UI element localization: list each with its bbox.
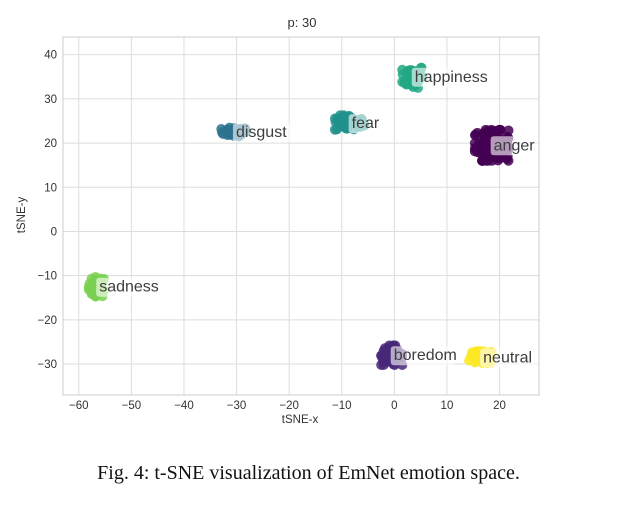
cluster-label-bg: [411, 67, 494, 87]
data-point: [470, 129, 481, 140]
x-tick-labels: −60 −50 −40 −30 −20 −10 0 10 20: [69, 400, 506, 412]
y-tick-labels: −30 −20 −10 0 10 20 30 40: [37, 50, 57, 371]
cluster-labels: sadness disgust fear happiness anger boredom n…: [96, 67, 545, 368]
cluster-label-bg: [232, 123, 298, 143]
data-point: [471, 142, 482, 153]
cluster-label-bg: [490, 136, 538, 156]
cluster-label-fear: fear: [352, 115, 380, 132]
data-point: [495, 124, 506, 135]
cluster-label-neutral: neutral: [483, 349, 532, 366]
cluster-label-bg: [96, 277, 161, 297]
cluster-label-bg: [348, 114, 388, 134]
cluster-label-sadness: sadness: [99, 279, 159, 296]
plot-points: [83, 62, 514, 370]
cluster-label-happiness: happiness: [415, 69, 488, 86]
cluster-label-bg: [480, 348, 545, 368]
gridlines: [63, 37, 539, 395]
data-point: [333, 117, 344, 128]
y-tick-label: −30: [37, 359, 57, 371]
x-tick-label: −30: [227, 400, 247, 412]
tsne-figure: sadness disgust fear happiness anger boredom n…: [16, 15, 545, 426]
data-point: [477, 155, 488, 166]
y-tick-label: −20: [37, 315, 57, 327]
data-point: [86, 273, 97, 284]
x-tick-label: −10: [332, 400, 352, 412]
data-point: [83, 282, 94, 293]
y-tick-label: 20: [44, 138, 57, 150]
y-tick-label: 0: [51, 226, 57, 238]
x-tick-label: 10: [441, 400, 454, 412]
x-tick-label: 0: [391, 400, 397, 412]
x-tick-label: −40: [174, 400, 194, 412]
data-point: [503, 125, 514, 136]
x-tick-label: −20: [279, 400, 299, 412]
x-axis-label: tSNE-x: [282, 414, 319, 426]
y-tick-label: 30: [44, 94, 57, 106]
x-tick-label: −60: [69, 400, 89, 412]
plot-frame: [62, 36, 540, 396]
cluster-label-anger: anger: [494, 137, 536, 154]
cluster-label-bg: [390, 346, 455, 366]
x-tick-label: 20: [493, 400, 506, 412]
y-axis-label: tSNE-y: [16, 197, 28, 234]
cluster-label-disgust: disgust: [236, 124, 287, 141]
y-tick-label: −10: [37, 271, 57, 283]
x-tick-label: −50: [122, 400, 142, 412]
data-point: [397, 64, 408, 75]
figure-caption: Fig. 4: t-SNE visualization of EmNet emo…: [97, 462, 520, 484]
y-tick-label: 10: [44, 182, 57, 194]
chart-title: p: 30: [288, 15, 317, 30]
y-tick-label: 40: [44, 50, 57, 62]
cluster-label-boredom: boredom: [394, 347, 457, 364]
